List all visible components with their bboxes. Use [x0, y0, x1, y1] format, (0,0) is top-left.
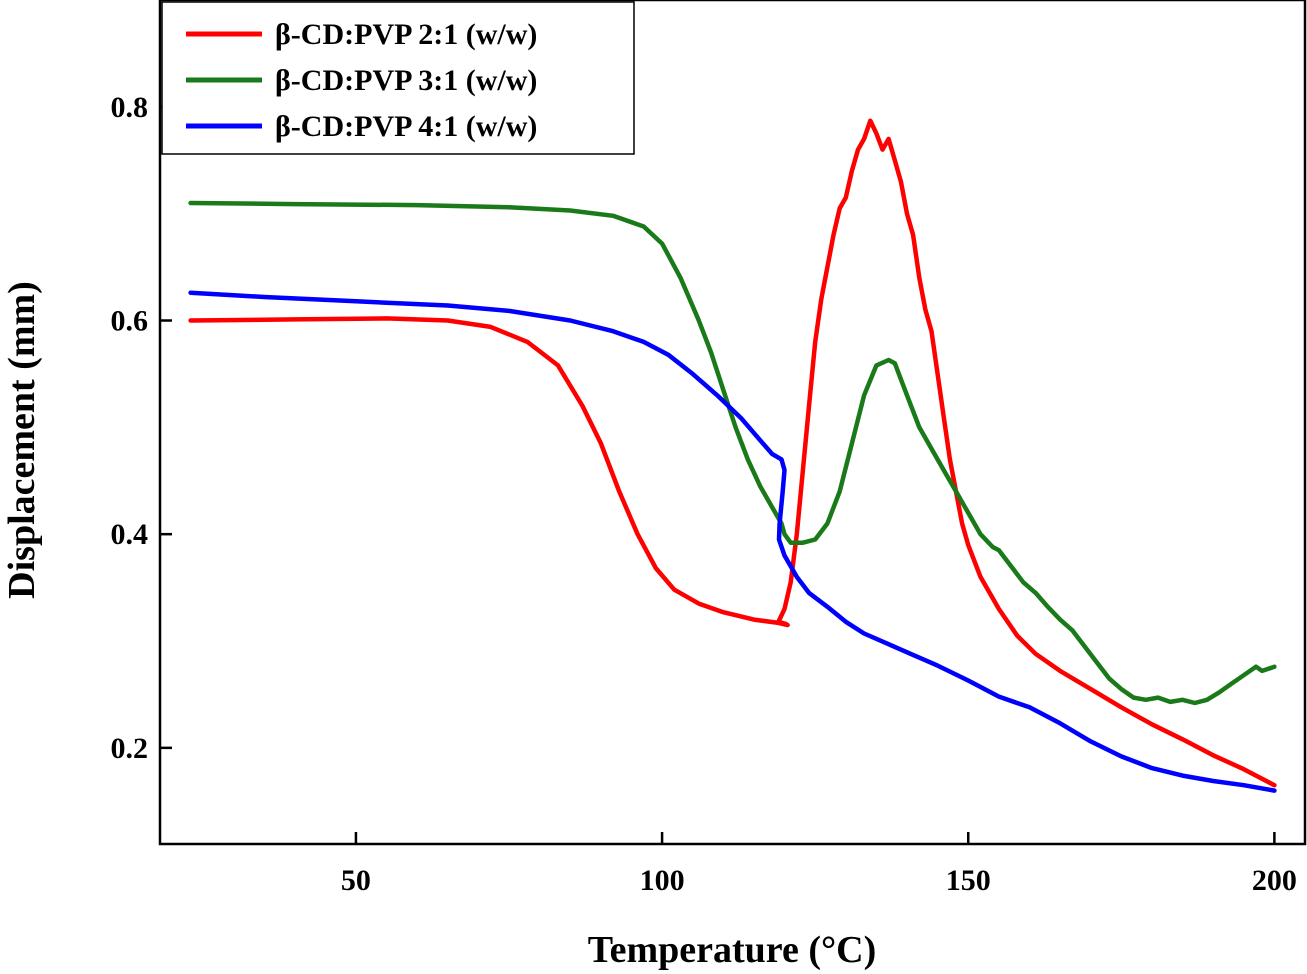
plot-frame: [158, 0, 1307, 846]
y-axis: 0.2 0.4 0.6 0.8: [111, 91, 172, 765]
x-tick-label: 100: [640, 864, 685, 897]
legend-label-3: β-CD:PVP 4:1 (w/w): [275, 110, 537, 143]
series-line-2: [188, 200, 1277, 706]
y-tick-label: 0.4: [111, 518, 149, 551]
x-tick-label: 50: [341, 864, 371, 897]
y-tick-label: 0.6: [111, 305, 149, 338]
series-line-1: [188, 118, 1277, 788]
x-tick-label: 200: [1252, 864, 1297, 897]
y-tick-label: 0.2: [111, 732, 149, 765]
legend-label-1: β-CD:PVP 2:1 (w/w): [275, 18, 537, 51]
y-tick-label: 0.8: [111, 91, 149, 124]
series-line-3: [188, 290, 1277, 793]
x-axis: 50 100 150 200: [341, 832, 1297, 897]
y-axis-title: Displacement (mm): [1, 281, 43, 599]
x-tick-label: 150: [946, 864, 991, 897]
legend: β-CD:PVP 2:1 (w/w) β-CD:PVP 3:1 (w/w) β-…: [161, 1, 635, 155]
x-axis-title: Temperature (°C): [588, 929, 877, 971]
legend-label-2: β-CD:PVP 3:1 (w/w): [275, 64, 537, 97]
series-lines: [188, 118, 1277, 793]
